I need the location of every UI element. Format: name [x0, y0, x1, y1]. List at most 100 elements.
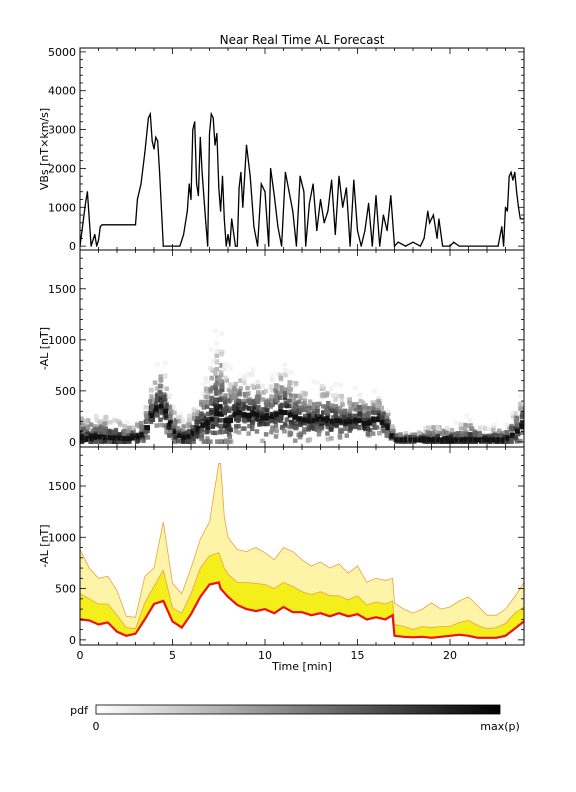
pdf-density-cell	[102, 418, 107, 423]
pdf-density-cell	[213, 430, 218, 436]
vbs-data-point	[223, 218, 225, 220]
colorbar-label: pdf	[70, 704, 89, 717]
pdf-density-cell	[504, 429, 509, 435]
vbs-data-point	[303, 191, 305, 193]
pdf-density-cell	[274, 411, 280, 417]
pdf-density-cell	[155, 413, 160, 418]
vbs-data-point	[162, 245, 164, 247]
pdf-density-cell	[275, 417, 280, 423]
vbs-data-point	[216, 132, 218, 135]
pdf-density-cell	[458, 425, 464, 431]
pdf-density-cell	[283, 391, 288, 396]
pdf-density-cell	[241, 398, 247, 404]
pdf-density-cell	[81, 423, 86, 428]
pdf-density-cell	[250, 419, 255, 425]
pdf-density-cell	[242, 418, 248, 424]
pdf-density-cell	[143, 413, 149, 418]
pdf-density-cell	[335, 393, 341, 399]
pdf-density-cell	[502, 434, 507, 440]
pdf-density-cell	[284, 387, 289, 392]
vbs-data-point	[84, 202, 87, 204]
pdf-density-cell	[226, 422, 232, 428]
vbs-data-point	[308, 202, 310, 204]
pdf-density-cell	[131, 425, 136, 430]
pdf-density-cell	[269, 398, 274, 403]
pdf-density-cell	[226, 398, 232, 403]
pdf-density-cell	[275, 371, 280, 377]
forecast-plot-area	[80, 462, 524, 639]
pdf-density-cell	[213, 328, 218, 334]
pdf-density-cell	[365, 431, 371, 437]
pdf-density-cell	[205, 411, 211, 417]
pdf-density-cell	[358, 398, 363, 404]
pdf-density-cell	[315, 419, 321, 425]
vbs-data-point	[157, 140, 159, 142]
pdf-density-cell	[509, 423, 514, 429]
pdf-density-cell	[117, 435, 123, 441]
pdf-density-cell	[195, 433, 200, 439]
pdf-density-cell	[371, 403, 377, 408]
vbs-data-point	[86, 191, 88, 193]
pdf-density-cell	[301, 430, 307, 435]
vbs-data-point	[467, 245, 470, 247]
pdf-density-cell	[205, 404, 210, 409]
pdf-density-cell	[372, 406, 377, 412]
pdf-density-cell	[122, 428, 128, 434]
vbs-data-point	[508, 175, 510, 177]
pdf-density-cell	[181, 424, 186, 429]
pdf-density-cell	[205, 390, 211, 396]
pdf-density-cell	[293, 393, 298, 399]
pdf-density-cell	[398, 432, 403, 437]
pdf-density-cell	[163, 360, 168, 366]
pdf-density-cell	[445, 437, 451, 443]
pdf-density-cell	[240, 426, 246, 431]
pdf-density-cell	[103, 430, 109, 435]
pdf-density-cell	[334, 414, 339, 419]
pdf-density-cell	[509, 411, 515, 416]
pdf-density-cell	[516, 431, 521, 437]
x-tick-label: 10	[258, 649, 272, 662]
pdf-density-cell	[145, 418, 150, 423]
pdf-density-cell	[413, 437, 419, 443]
pdf-density-cell	[214, 366, 220, 372]
pdf-density-cell	[288, 412, 294, 418]
pdf-density-cell	[293, 438, 298, 443]
pdf-density-cell	[215, 439, 220, 444]
vbs-data-point	[453, 241, 455, 243]
pdf-density-cell	[247, 423, 252, 429]
pdf-density-cell	[167, 421, 173, 426]
pdf-density-cell	[334, 418, 340, 424]
pdf-density-cell	[233, 428, 239, 434]
vbs-data-point	[192, 128, 194, 131]
pdf-density-cell	[220, 429, 225, 435]
pdf-density-cell	[172, 429, 178, 435]
pdf-density-cell	[198, 419, 204, 424]
pdf-density-cell	[252, 406, 257, 411]
pdf-density-cell	[321, 404, 326, 409]
vbs-data-point	[288, 191, 290, 193]
pdf-density-cell	[255, 412, 261, 418]
pdf-density-cell	[287, 430, 292, 435]
pdf-density-cell	[455, 431, 461, 436]
pdf-density-cell	[426, 437, 432, 443]
pdf-density-cell	[223, 393, 228, 398]
pdf-density-cell	[231, 389, 237, 395]
pdf-density-cell	[384, 418, 389, 424]
pdf-density-cell	[365, 424, 371, 429]
pdf-density-cell	[340, 402, 345, 407]
pdf-density-cell	[218, 426, 224, 431]
pdf-density-cell	[394, 437, 400, 443]
pdf-density-cell	[209, 395, 214, 401]
pdf-density-cell	[270, 427, 276, 432]
pdf-density-cell	[365, 427, 371, 432]
pdf-density-cell	[220, 383, 225, 388]
pdf-density-cell	[314, 427, 320, 432]
pdf-density-cell	[200, 391, 206, 397]
pdf-density-cell	[286, 398, 292, 404]
pdf-density-cell	[316, 432, 322, 437]
pdf-density-cell	[236, 430, 242, 435]
pdf-density-cell	[186, 433, 192, 439]
pdf-density-cell	[311, 411, 316, 417]
pdf-density-cell	[159, 410, 165, 416]
pdf-density-cell	[195, 416, 200, 421]
